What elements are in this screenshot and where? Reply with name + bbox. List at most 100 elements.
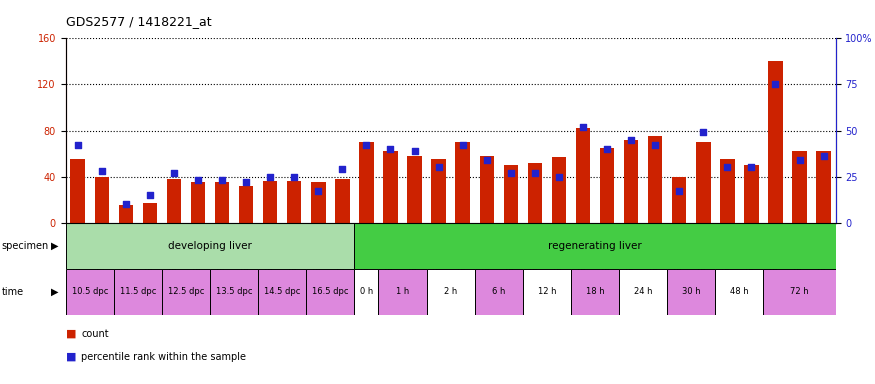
Bar: [360, 142, 374, 223]
Point: [167, 170, 181, 176]
Bar: [793, 151, 807, 223]
Text: 30 h: 30 h: [682, 287, 701, 296]
Bar: [571, 269, 620, 315]
Point: [431, 164, 445, 170]
Bar: [114, 269, 162, 315]
Point: [576, 124, 590, 130]
Bar: [66, 269, 114, 315]
Point: [408, 148, 422, 154]
Bar: [94, 177, 109, 223]
Text: 14.5 dpc: 14.5 dpc: [264, 287, 300, 296]
Point: [71, 142, 85, 148]
Text: 18 h: 18 h: [585, 287, 605, 296]
Bar: [354, 269, 379, 315]
Bar: [162, 269, 210, 315]
Bar: [624, 140, 639, 223]
Point: [239, 179, 253, 185]
Bar: [504, 165, 518, 223]
Bar: [528, 163, 542, 223]
Text: regenerating liver: regenerating liver: [548, 241, 642, 251]
Bar: [696, 142, 710, 223]
Text: 16.5 dpc: 16.5 dpc: [312, 287, 348, 296]
Bar: [745, 165, 759, 223]
Bar: [143, 203, 158, 223]
Point: [312, 188, 326, 194]
Bar: [427, 269, 475, 315]
Bar: [576, 128, 591, 223]
Bar: [720, 159, 735, 223]
Point: [720, 164, 734, 170]
Bar: [672, 177, 687, 223]
Text: 24 h: 24 h: [634, 287, 653, 296]
Text: 2 h: 2 h: [444, 287, 458, 296]
Point: [191, 177, 205, 184]
Bar: [431, 159, 446, 223]
Bar: [287, 181, 301, 223]
Bar: [620, 269, 668, 315]
Bar: [383, 151, 397, 223]
Text: time: time: [2, 287, 24, 297]
Text: 72 h: 72 h: [790, 287, 808, 296]
Text: ■: ■: [66, 329, 76, 339]
Point: [768, 81, 782, 88]
Bar: [456, 142, 470, 223]
Text: specimen: specimen: [2, 241, 49, 251]
Bar: [215, 182, 229, 223]
Text: 12 h: 12 h: [537, 287, 556, 296]
Bar: [335, 179, 350, 223]
Point: [528, 170, 542, 176]
Point: [215, 177, 229, 184]
Point: [456, 142, 470, 148]
Point: [94, 168, 108, 174]
Point: [648, 142, 662, 148]
Bar: [480, 156, 494, 223]
Bar: [239, 186, 254, 223]
Point: [504, 170, 518, 176]
Point: [672, 188, 686, 194]
Bar: [552, 157, 566, 223]
Bar: [306, 269, 354, 315]
Bar: [768, 61, 783, 223]
Text: developing liver: developing liver: [168, 241, 252, 251]
Bar: [210, 269, 258, 315]
Point: [335, 166, 349, 172]
Bar: [354, 223, 836, 269]
Bar: [475, 269, 523, 315]
Point: [816, 153, 830, 159]
Bar: [668, 269, 716, 315]
Text: ▶: ▶: [51, 241, 59, 251]
Point: [383, 146, 397, 152]
Point: [696, 129, 710, 136]
Point: [263, 174, 277, 180]
Text: GDS2577 / 1418221_at: GDS2577 / 1418221_at: [66, 15, 211, 28]
Point: [600, 146, 614, 152]
Text: 6 h: 6 h: [492, 287, 506, 296]
Bar: [379, 269, 427, 315]
Point: [360, 142, 374, 148]
Point: [793, 157, 807, 163]
Bar: [119, 205, 133, 223]
Text: 11.5 dpc: 11.5 dpc: [120, 287, 156, 296]
Bar: [258, 269, 306, 315]
Bar: [716, 269, 763, 315]
Point: [745, 164, 759, 170]
Bar: [263, 181, 277, 223]
Bar: [71, 159, 85, 223]
Text: 10.5 dpc: 10.5 dpc: [72, 287, 108, 296]
Point: [552, 174, 566, 180]
Point: [287, 174, 301, 180]
Text: percentile rank within the sample: percentile rank within the sample: [81, 352, 247, 362]
Bar: [312, 182, 326, 223]
Bar: [408, 156, 422, 223]
Bar: [600, 148, 614, 223]
Bar: [816, 151, 831, 223]
Bar: [167, 179, 181, 223]
Point: [143, 192, 157, 198]
Text: count: count: [81, 329, 109, 339]
Text: 12.5 dpc: 12.5 dpc: [168, 287, 204, 296]
Point: [480, 157, 494, 163]
Text: ▶: ▶: [51, 287, 59, 297]
Bar: [66, 223, 354, 269]
Bar: [523, 269, 571, 315]
Text: 13.5 dpc: 13.5 dpc: [216, 287, 252, 296]
